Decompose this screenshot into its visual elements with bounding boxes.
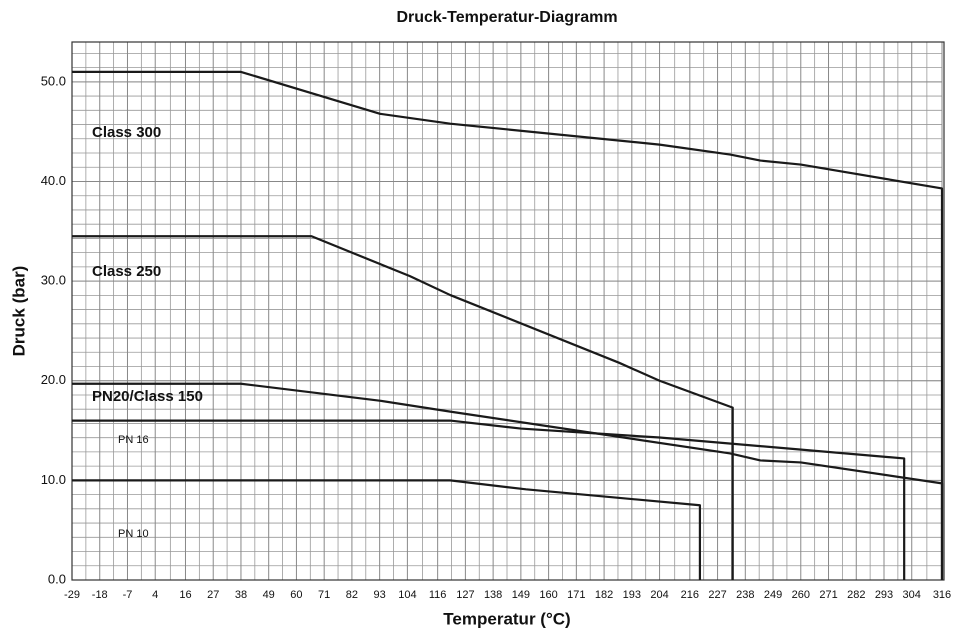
x-tick-label: 204 — [650, 589, 668, 601]
x-tick-label: 149 — [512, 589, 530, 601]
series-label: PN 10 — [118, 528, 149, 540]
series-line — [72, 382, 944, 580]
x-tick-label: 293 — [875, 589, 893, 601]
x-tick-label: 4 — [152, 589, 158, 601]
x-tick-label: 127 — [456, 589, 474, 601]
x-tick-label: 216 — [681, 589, 699, 601]
series-line — [72, 235, 734, 580]
series-label: PN 16 — [118, 434, 149, 446]
x-tick-label: 249 — [764, 589, 782, 601]
x-tick-label: -18 — [92, 589, 108, 601]
y-axis-label: Druck (bar) — [9, 266, 28, 357]
x-tick-label: 316 — [933, 589, 951, 601]
x-tick-label: 193 — [623, 589, 641, 601]
x-tick-label: 160 — [539, 589, 557, 601]
x-tick-label: 16 — [179, 589, 191, 601]
chart-title: Druck-Temperatur-Diagramm — [396, 9, 617, 26]
x-tick-label: 71 — [318, 589, 330, 601]
series-line — [72, 70, 944, 580]
x-tick-label: 49 — [263, 589, 275, 601]
y-tick-label: 50.0 — [41, 73, 66, 88]
x-tick-label: 182 — [595, 589, 613, 601]
x-tick-label: 227 — [708, 589, 726, 601]
series-line — [72, 419, 906, 580]
y-tick-label: 40.0 — [41, 173, 66, 188]
x-tick-label: 104 — [398, 589, 416, 601]
x-tick-label: 116 — [429, 589, 447, 601]
x-tick-label: 82 — [346, 589, 358, 601]
x-tick-label: 138 — [484, 589, 502, 601]
plot-frame — [71, 41, 945, 581]
y-tick-label: 0.0 — [48, 571, 66, 586]
x-tick-label: -7 — [123, 589, 133, 601]
x-tick-label: -29 — [64, 589, 80, 601]
series-line — [72, 479, 702, 580]
x-axis-label: Temperatur (°C) — [443, 609, 570, 628]
y-tick-label: 10.0 — [41, 472, 66, 487]
y-tick-label: 20.0 — [41, 372, 66, 387]
series-label: PN20/Class 150 — [92, 388, 203, 405]
series-label: Class 250 — [92, 263, 161, 280]
x-tick-label: 282 — [847, 589, 865, 601]
x-tick-label: 38 — [235, 589, 247, 601]
y-tick-label: 30.0 — [41, 273, 66, 288]
x-tick-label: 260 — [792, 589, 810, 601]
x-tick-label: 304 — [903, 589, 921, 601]
x-tick-label: 93 — [374, 589, 386, 601]
x-tick-label: 27 — [207, 589, 219, 601]
series-label: Class 300 — [92, 124, 161, 141]
x-tick-label: 60 — [290, 589, 302, 601]
x-tick-label: 171 — [567, 589, 585, 601]
x-tick-label: 238 — [736, 589, 754, 601]
x-tick-label: 271 — [819, 589, 837, 601]
